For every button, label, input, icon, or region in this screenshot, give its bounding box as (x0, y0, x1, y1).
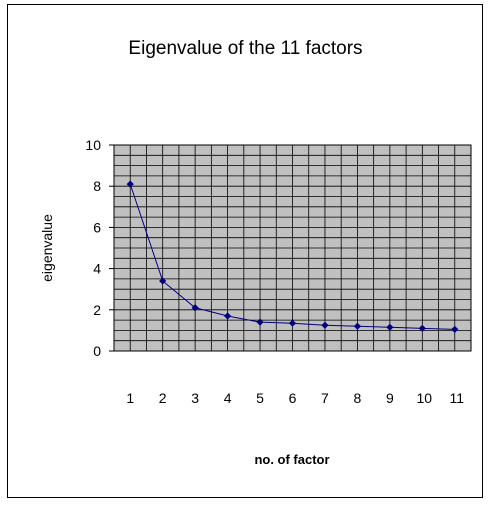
data-point (451, 325, 459, 333)
x-tick-label: 4 (224, 390, 232, 406)
data-point (288, 319, 297, 327)
x-tick-label: 6 (289, 390, 297, 406)
data-point (353, 322, 362, 330)
data-point (191, 304, 199, 312)
y-tick-label: 4 (93, 261, 101, 277)
y-tick-label: 8 (93, 178, 101, 194)
y-axis-title: eigenvalue (39, 214, 55, 282)
data-point (418, 324, 426, 332)
grid-lines (114, 145, 471, 351)
x-tick-label: 1 (126, 390, 134, 406)
y-tick-label: 2 (93, 302, 101, 318)
data-point (386, 323, 394, 331)
x-tick-label: 8 (354, 390, 362, 406)
x-axis-title: no. of factor (254, 452, 329, 467)
y-tick-label: 0 (93, 343, 101, 359)
y-axis-ticks: 0 2 4 6 8 10 (85, 137, 114, 359)
x-tick-label: 5 (256, 390, 264, 406)
data-point (126, 180, 134, 188)
y-tick-label: 10 (85, 137, 101, 153)
x-tick-label: 3 (191, 390, 199, 406)
data-point (321, 321, 329, 329)
y-tick-label: 6 (93, 219, 101, 235)
x-tick-label: 2 (159, 390, 167, 406)
data-point (159, 277, 167, 285)
x-tick-label: 7 (321, 390, 329, 406)
chart-title: Eigenvalue of the 11 factors (128, 38, 363, 59)
data-markers (126, 180, 459, 333)
data-point (223, 312, 232, 320)
x-axis-ticks: 1 2 3 4 5 6 7 8 9 10 11 (126, 390, 464, 406)
x-tick-label: 9 (386, 390, 394, 406)
data-point (256, 318, 264, 326)
x-tick-label: 10 (417, 390, 433, 406)
x-tick-label: 11 (449, 390, 464, 406)
